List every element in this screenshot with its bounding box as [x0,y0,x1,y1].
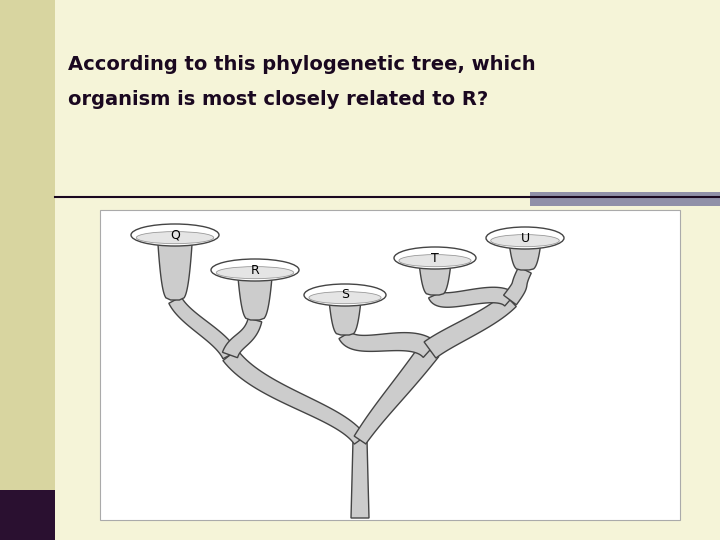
Polygon shape [424,294,516,358]
Text: S: S [341,288,349,301]
Polygon shape [223,349,366,444]
Bar [530,192,720,206]
Ellipse shape [216,267,294,279]
Polygon shape [222,318,262,357]
Ellipse shape [309,292,381,303]
Bar [100,210,680,520]
Text: According to this phylogenetic tree, which: According to this phylogenetic tree, whi… [68,55,536,74]
Polygon shape [168,296,237,359]
Ellipse shape [399,254,471,267]
Polygon shape [158,235,193,300]
Text: T: T [431,252,439,265]
Text: R: R [251,264,259,276]
Bar [0,0,55,540]
Ellipse shape [131,224,219,246]
Polygon shape [508,238,541,270]
Ellipse shape [491,234,559,247]
Ellipse shape [136,232,214,244]
Ellipse shape [486,227,564,249]
Polygon shape [418,258,451,295]
Polygon shape [428,287,516,307]
Polygon shape [339,332,437,357]
Text: U: U [521,232,530,245]
Ellipse shape [304,284,386,306]
Ellipse shape [394,247,476,269]
Text: Q: Q [170,228,180,241]
Bar [0,490,55,540]
Polygon shape [328,295,361,335]
Polygon shape [503,267,531,305]
Polygon shape [354,343,438,444]
Polygon shape [238,270,273,320]
Ellipse shape [211,259,299,281]
Polygon shape [351,440,369,518]
Text: organism is most closely related to R?: organism is most closely related to R? [68,90,488,109]
